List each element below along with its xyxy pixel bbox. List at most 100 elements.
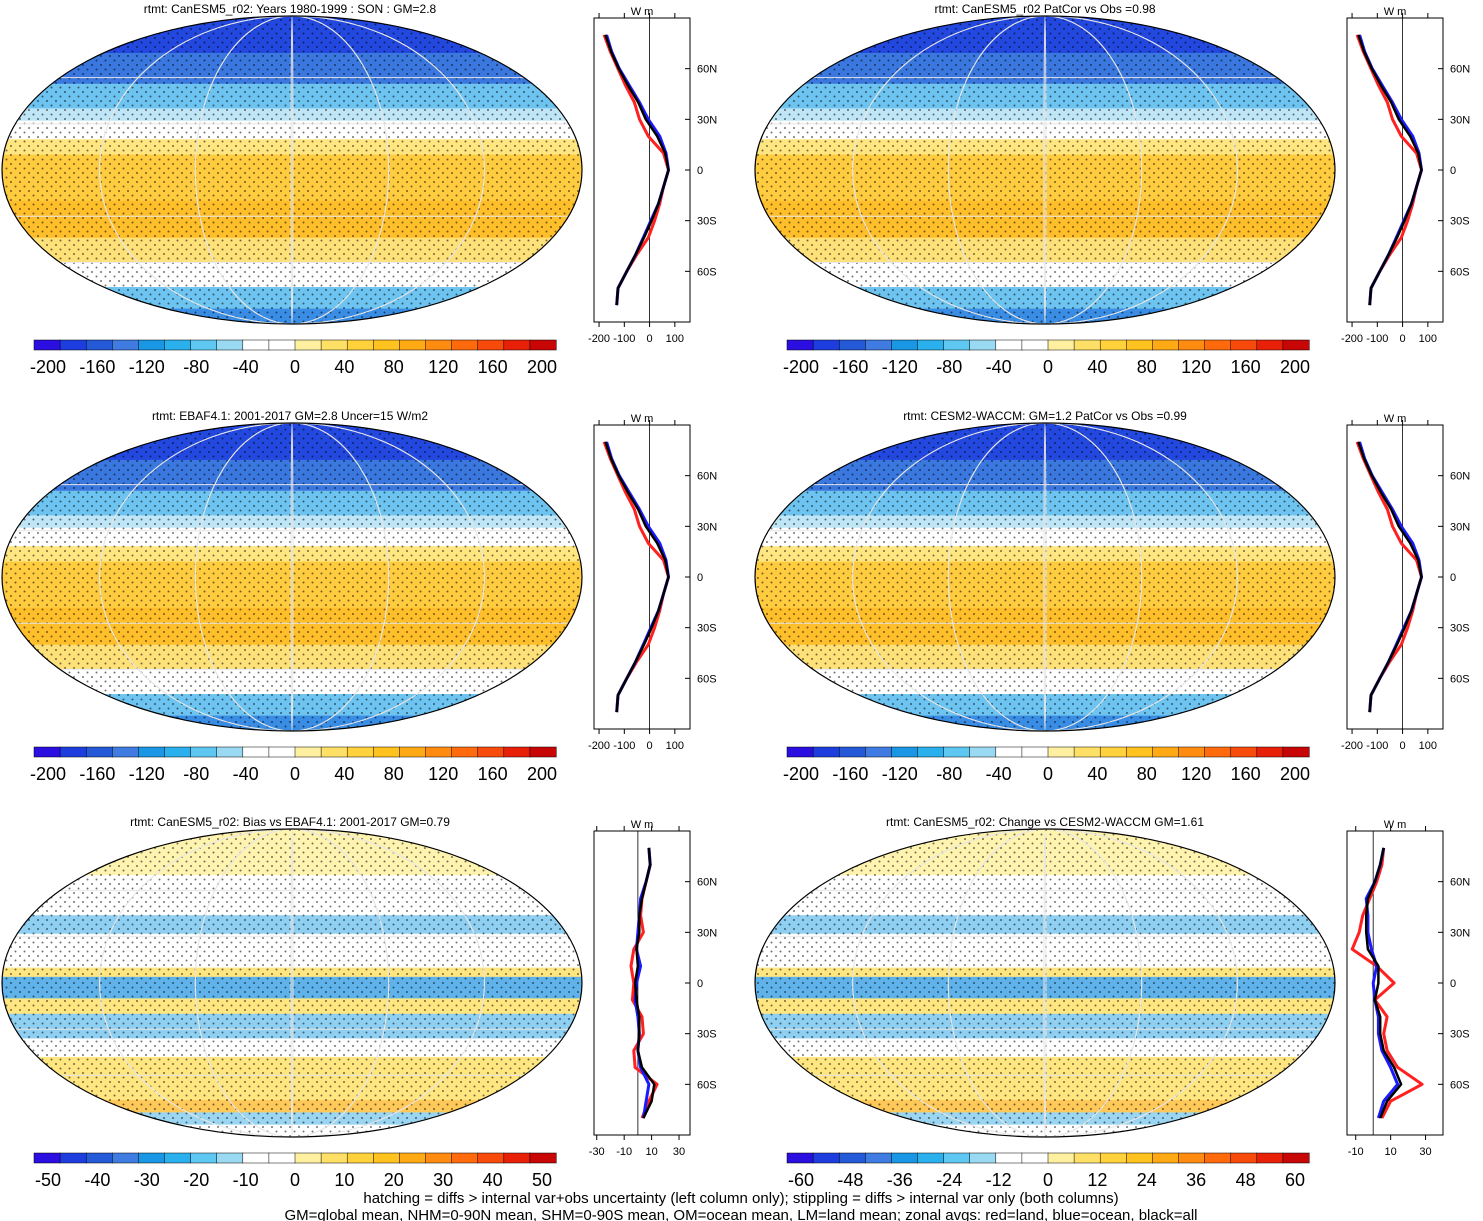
unit-label: W m <box>631 819 654 831</box>
colorbar-tick-label: 40 <box>334 357 354 377</box>
colorbar-tick-label: 200 <box>1280 357 1310 377</box>
colorbar-tick-label: -20 <box>183 1170 209 1190</box>
colorbar-tick-label: 120 <box>1181 764 1211 784</box>
y-tick-label: 60N <box>1450 877 1470 889</box>
colorbar-tick-label: -160 <box>832 764 868 784</box>
colorbar-swatch <box>477 746 505 758</box>
colorbar-swatch <box>373 746 400 758</box>
colorbar-swatch <box>477 339 505 351</box>
colorbar-swatch <box>891 1152 919 1164</box>
colorbar-tick-label: 50 <box>532 1170 552 1190</box>
graticule-lon <box>1043 829 1047 1137</box>
panel-title: rtmt: CanESM5_r02: Years 1980-1999 : SON… <box>144 2 437 16</box>
unit-label: W m <box>1384 6 1407 18</box>
colorbar-tick-label: -120 <box>882 764 918 784</box>
world-map <box>754 828 1336 1138</box>
y-tick-label: 60N <box>1450 471 1470 483</box>
graticule-lon <box>947 423 1143 731</box>
colorbar-tick-label: -40 <box>233 764 259 784</box>
colorbar-swatch <box>1073 746 1101 758</box>
colorbar: -60 -48 -36 -24 -12 0 12 24 36 48 60 <box>786 1152 1310 1190</box>
colorbar-swatch <box>1047 339 1075 351</box>
x-tick-label: 100 <box>666 740 684 752</box>
colorbar-tick-label: -12 <box>986 1170 1012 1190</box>
colorbar-tick-label: 0 <box>1043 357 1053 377</box>
world-map <box>1 828 583 1138</box>
x-tick-label: -200 <box>1341 740 1363 752</box>
graticule-lon <box>194 423 390 731</box>
y-tick-label: 30S <box>697 216 717 228</box>
colorbar-swatch <box>786 1152 814 1164</box>
unit-label: W m <box>1384 413 1407 425</box>
map-border <box>754 422 1336 732</box>
colorbar-tick-label: 80 <box>1137 764 1157 784</box>
graticule-lon <box>947 829 1143 1137</box>
colorbar-tick-label: 160 <box>478 764 508 784</box>
x-tick-label: -200 <box>1341 333 1363 345</box>
colorbar-swatch <box>112 339 139 351</box>
colorbar-swatch <box>320 339 348 351</box>
stippling <box>2 423 582 731</box>
colorbar-swatch <box>164 339 192 351</box>
y-tick-label: 30N <box>1450 114 1470 126</box>
graticule-lon <box>99 423 485 731</box>
graticule-lon <box>1043 423 1047 731</box>
colorbar-swatch <box>425 339 453 351</box>
colorbar-swatch <box>1256 746 1284 758</box>
colorbar-swatch <box>399 746 427 758</box>
x-tick-label: -200 <box>588 333 610 345</box>
world-map <box>1 422 583 732</box>
colorbar: -200 -160 -120 -80 -40 0 40 80 120 160 200 <box>30 746 557 784</box>
colorbar-swatch <box>320 746 348 758</box>
colorbar-swatch <box>812 1152 840 1164</box>
colorbar-swatch <box>943 746 971 758</box>
all-series-line <box>1364 847 1403 1119</box>
colorbar-swatch <box>1099 746 1127 758</box>
colorbar-swatch <box>216 1152 244 1164</box>
panel-2: rtmt: CanESM5_r02 PatCor vs Obs =0.98 -2… <box>754 2 1470 377</box>
y-tick-label: 30S <box>1450 623 1470 635</box>
all-series-line <box>604 441 670 713</box>
colorbar-swatch <box>1178 339 1206 351</box>
y-tick-label: 30N <box>697 114 717 126</box>
colorbar-tick-label: -160 <box>79 357 115 377</box>
colorbar-tick-label: -160 <box>79 764 115 784</box>
colorbar-swatch <box>138 1152 166 1164</box>
colorbar-swatch <box>917 339 945 351</box>
unit-label: W m <box>1384 819 1407 831</box>
colorbar-swatch <box>164 1152 192 1164</box>
colorbar-swatch <box>268 1152 296 1164</box>
colorbar-tick-label: -200 <box>783 764 819 784</box>
graticule-lon <box>194 16 390 324</box>
colorbar-swatch <box>1047 746 1075 758</box>
y-tick-label: 30S <box>1450 1029 1470 1041</box>
y-tick-label: 60N <box>1450 64 1470 76</box>
y-tick-label: 30N <box>697 927 717 939</box>
y-tick-label: 30S <box>1450 216 1470 228</box>
colorbar-swatch <box>33 746 61 758</box>
colorbar-swatch <box>112 746 139 758</box>
colorbar-tick-label: 160 <box>1231 764 1261 784</box>
colorbar-swatch <box>969 1152 997 1164</box>
map-border <box>754 15 1336 325</box>
colorbar-tick-label: 30 <box>433 1170 453 1190</box>
y-tick-label: 60N <box>697 877 717 889</box>
colorbar-swatch <box>1047 1152 1075 1164</box>
colorbar-swatch <box>529 746 557 758</box>
x-tick-label: -100 <box>613 740 635 752</box>
colorbar-swatch <box>995 746 1023 758</box>
colorbar-tick-label: -40 <box>986 764 1012 784</box>
colorbar-swatch <box>812 339 840 351</box>
stippling <box>755 423 1335 731</box>
y-tick-label: 0 <box>1450 165 1456 177</box>
y-tick-label: 60S <box>1450 266 1470 278</box>
x-tick-label: -100 <box>613 333 635 345</box>
colorbar-swatch <box>1099 339 1127 351</box>
colorbar-swatch <box>838 1152 866 1164</box>
colorbar-tick-label: 36 <box>1186 1170 1206 1190</box>
colorbar-swatch <box>503 339 531 351</box>
zonal-profile: W m -200 -100 0 100 60N 30N 0 30S 60S <box>588 413 717 752</box>
colorbar-swatch <box>59 746 87 758</box>
colorbar-tick-label: 12 <box>1087 1170 1107 1190</box>
zonal-profile: W m -200 -100 0 100 60N 30N 0 30S 60S <box>1341 413 1470 752</box>
